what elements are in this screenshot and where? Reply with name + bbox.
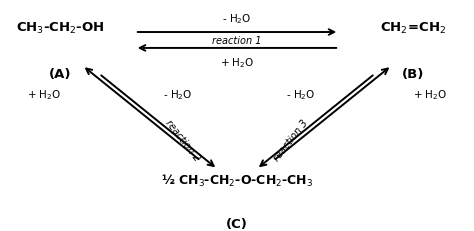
Text: CH$_2$=CH$_2$: CH$_2$=CH$_2$ (381, 21, 447, 36)
Text: reaction 3: reaction 3 (272, 118, 310, 163)
Text: - H$_2$O: - H$_2$O (163, 88, 192, 102)
Text: ½ CH$_3$-CH$_2$-O-CH$_2$-CH$_3$: ½ CH$_3$-CH$_2$-O-CH$_2$-CH$_3$ (161, 172, 313, 188)
Text: (B): (B) (402, 68, 425, 81)
Text: CH$_3$-CH$_2$-OH: CH$_3$-CH$_2$-OH (16, 21, 105, 36)
Text: + H$_2$O: + H$_2$O (220, 55, 254, 69)
Text: - H$_2$O: - H$_2$O (222, 12, 252, 26)
Text: (C): (C) (226, 217, 248, 230)
Text: (A): (A) (49, 68, 72, 81)
Text: - H$_2$O: - H$_2$O (286, 88, 316, 102)
Text: reaction 1: reaction 1 (212, 36, 262, 46)
Text: reaction 2: reaction 2 (164, 118, 202, 163)
Text: + H$_2$O: + H$_2$O (412, 88, 447, 102)
Text: + H$_2$O: + H$_2$O (27, 88, 62, 102)
